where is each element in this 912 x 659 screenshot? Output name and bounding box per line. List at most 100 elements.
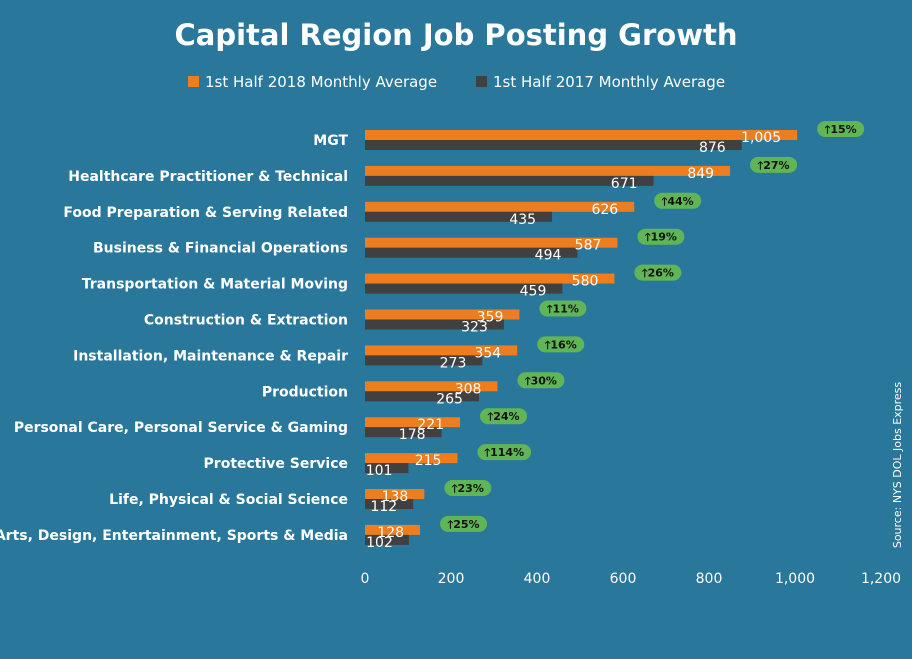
data-label-2018-mgt: 1,005 [741,130,781,146]
growth-badge-label: 🡑25% [448,518,480,531]
bar-2017-mgt [365,140,742,150]
category-label-installation-maintenance-repair: Installation, Maintenance & Repair [73,348,348,364]
growth-badge-label: 🡑23% [452,482,484,495]
growth-badges: 🡑15% 🡑27% 🡑44% 🡑19% 🡑26% 🡑11% 🡑16% 🡑30% 🡑24% 🡑114… [440,121,865,532]
growth-badge-production: 🡑30% [517,372,565,389]
growth-badge-personal-care-personal-service-gaming: 🡑24% [480,408,528,425]
category-label-life-physical-social-science: Life, Physical & Social Science [109,492,348,508]
growth-badge-bg [539,300,587,317]
bar-2017-food-preparation-serving-related [365,211,553,222]
growth-badge-business-financial-operations: 🡑19% [637,228,685,245]
x-tick-label-400: 400 [524,571,551,587]
bar-2018-business-financial-operations [365,237,618,248]
category-label-construction-extraction: Construction & Extraction [144,313,348,329]
growth-badge-construction-extraction: 🡑11% [539,300,587,317]
bar-2017-construction-extraction [365,319,504,330]
growth-badge-label: 🡑11% [547,303,579,316]
growth-badge-label: 🡑26% [642,267,674,280]
growth-badge-bg [654,192,702,209]
data-label-2018-construction-extraction: 359 [477,310,504,326]
data-label-2017-life-physical-social-science: 112 [370,499,397,515]
bars [365,130,798,545]
growth-badge-bg [444,480,492,496]
x-axis-ticks: 0 200 400 600 800 1,000 1,200 [361,571,902,587]
category-labels: MGT Healthcare Practitioner & Technical Fo… [0,133,348,544]
growth-badge-label: 🡑27% [758,159,790,172]
bar-2017-personal-care-personal-service-gaming [365,427,442,438]
growth-badge-bg [817,121,865,137]
data-label-2017-construction-extraction: 323 [461,320,488,336]
x-tick-label-1000: 1,000 [775,571,815,587]
growth-badge-bg [537,336,585,353]
category-label-arts-design-entertainment-sports-media: Arts, Design, Entertainment, Sports & Me… [0,528,348,544]
category-label-mgt: MGT [313,133,348,149]
bar-2017-installation-maintenance-repair [365,355,483,366]
category-label-transportation-material-moving: Transportation & Material Moving [82,277,348,293]
x-tick-label-0: 0 [361,571,370,587]
bar-2018-arts-design-entertainment-sports-media [365,524,421,535]
data-label-2018-installation-maintenance-repair: 354 [474,345,501,361]
data-label-2017-food-preparation-serving-related: 435 [509,212,536,228]
data-label-2018-life-physical-social-science: 138 [382,489,409,505]
growth-badge-bg [477,444,532,461]
category-label-production: Production [262,384,348,400]
x-tick-label-200: 200 [438,571,465,587]
data-label-2017-production: 265 [436,391,463,407]
data-label-2018-healthcare-practitioner-technical: 849 [687,166,714,182]
legend-label-2018: 1st Half 2018 Monthly Average [205,73,437,91]
data-label-2017-arts-design-entertainment-sports-media: 102 [366,535,393,551]
bar-2018-installation-maintenance-repair [365,345,518,356]
growth-badge-bg [517,372,565,389]
data-label-2017-business-financial-operations: 494 [535,248,562,264]
data-label-2018-protective-service: 215 [415,453,442,469]
growth-badge-label: 🡑44% [662,195,694,208]
bar-2018-life-physical-social-science [365,489,425,499]
growth-badge-bg [634,264,682,281]
growth-badge-label: 🡑24% [487,410,519,423]
bar-2017-protective-service [365,463,409,474]
bar-2017-production [365,391,479,402]
growth-badge-label: 🡑19% [645,231,677,244]
growth-badge-installation-maintenance-repair: 🡑16% [537,336,585,353]
bar-2018-production [365,381,498,392]
bar-2018-construction-extraction [365,309,520,320]
bar-2018-mgt [365,130,798,140]
legend-swatch-2017 [476,76,487,87]
legend: 1st Half 2018 Monthly Average 1st Half 2… [188,73,725,91]
x-tick-label-800: 800 [696,571,723,587]
bar-2018-healthcare-practitioner-technical [365,165,731,176]
category-label-business-financial-operations: Business & Financial Operations [93,241,348,257]
growth-badge-transportation-material-moving: 🡑26% [634,264,682,281]
chart-title: Capital Region Job Posting Growth [174,18,737,52]
data-label-2017-personal-care-personal-service-gaming: 178 [399,427,426,443]
growth-badge-bg [750,156,798,173]
source-note: Source: NYS DOL Jobs Express [891,382,904,549]
bar-2017-healthcare-practitioner-technical [365,175,654,186]
legend-swatch-2018 [188,76,199,87]
category-label-healthcare-practitioner-technical: Healthcare Practitioner & Technical [68,169,348,185]
growth-badge-healthcare-practitioner-technical: 🡑27% [750,156,798,173]
growth-badge-label: 🡑114% [484,446,524,459]
bar-2017-business-financial-operations [365,247,578,258]
data-label-2017-installation-maintenance-repair: 273 [440,355,467,371]
growth-badge-bg [637,228,685,245]
data-label-2017-protective-service: 101 [366,463,393,479]
bar-2018-food-preparation-serving-related [365,201,635,212]
bar-2018-protective-service [365,453,458,464]
growth-badge-mgt: 🡑15% [817,121,865,137]
category-label-personal-care-personal-service-gaming: Personal Care, Personal Service & Gaming [14,420,348,436]
growth-badge-protective-service: 🡑114% [477,444,532,461]
data-label-2017-transportation-material-moving: 459 [520,284,547,300]
bar-2018-personal-care-personal-service-gaming [365,417,461,428]
category-label-food-preparation-serving-related: Food Preparation & Serving Related [63,205,348,221]
data-label-2018-transportation-material-moving: 580 [572,274,599,290]
growth-badge-food-preparation-serving-related: 🡑44% [654,192,702,209]
growth-badge-label: 🡑16% [545,338,577,351]
data-label-2018-production: 308 [455,381,482,397]
growth-badge-bg [440,515,488,532]
x-tick-label-600: 600 [610,571,637,587]
bar-2018-transportation-material-moving [365,273,615,284]
growth-badge-label: 🡑30% [525,374,557,387]
